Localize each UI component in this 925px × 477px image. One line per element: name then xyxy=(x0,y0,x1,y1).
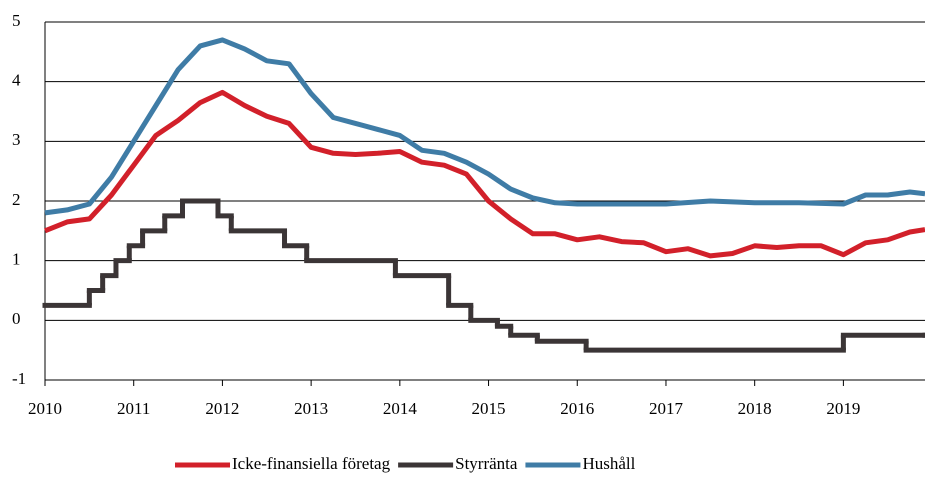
line xyxy=(44,89,925,259)
y-tick-label: 3 xyxy=(12,130,21,149)
x-tick-label: 2010 xyxy=(28,399,62,418)
x-tick-label: 2015 xyxy=(472,399,506,418)
x-tick-label: 2018 xyxy=(738,399,772,418)
x-tick-label: 2014 xyxy=(383,399,418,418)
y-tick-label: 0 xyxy=(12,309,21,328)
legend-label: Icke-finansiella företag xyxy=(232,454,391,473)
x-tick-label: 2012 xyxy=(205,399,239,418)
x-tick-label: 2017 xyxy=(649,399,684,418)
x-tick-label: 2011 xyxy=(117,399,150,418)
y-tick-label: 1 xyxy=(12,250,21,269)
legend-label: Hushåll xyxy=(582,454,635,473)
legend-label: Styrränta xyxy=(455,454,518,473)
x-tick-label: 2013 xyxy=(294,399,328,418)
x-tick-label: 2019 xyxy=(826,399,860,418)
y-tick-label: -1 xyxy=(12,369,26,388)
line xyxy=(44,37,925,216)
x-tick-label: 2016 xyxy=(560,399,594,418)
y-tick-label: 4 xyxy=(12,71,21,90)
y-tick-label: 5 xyxy=(12,11,21,30)
y-tick-label: 2 xyxy=(12,190,21,209)
